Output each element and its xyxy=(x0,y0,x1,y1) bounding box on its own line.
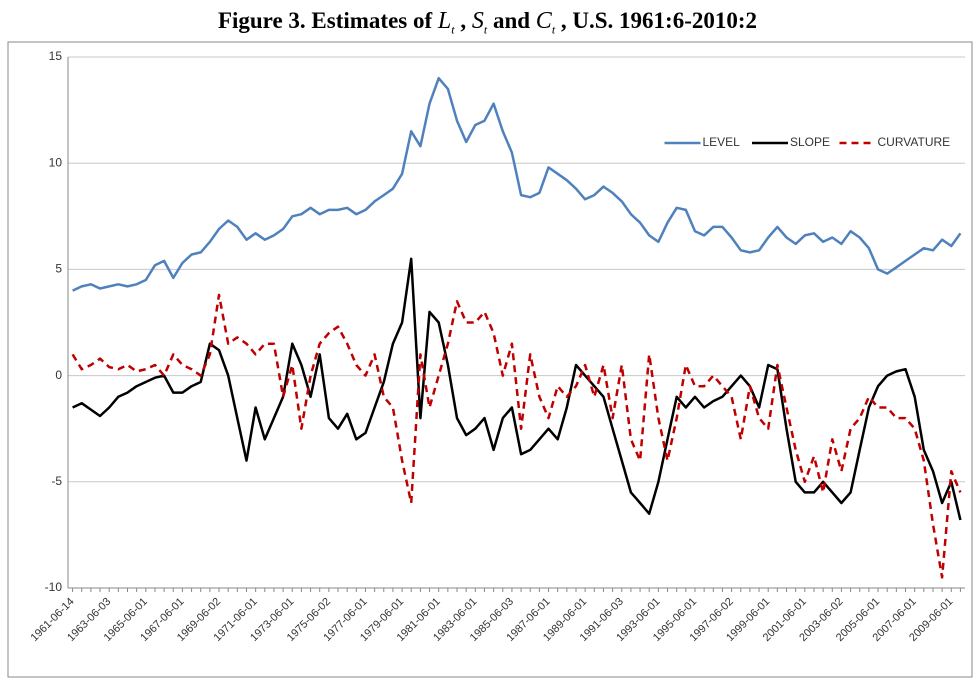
title-subscript: t xyxy=(551,22,556,37)
y-tick-label: -5 xyxy=(51,474,62,488)
chart-frame xyxy=(7,41,973,678)
line-series xyxy=(72,76,962,292)
chart-title: Figure 3. Estimates of Lt , St and Ct , … xyxy=(0,8,975,38)
line-series xyxy=(72,257,962,521)
title-subscript: t xyxy=(483,22,488,37)
legend-label: SLOPE xyxy=(790,135,830,149)
y-tick-label: -10 xyxy=(45,580,63,594)
line-series xyxy=(71,293,962,579)
y-tick-label: 0 xyxy=(55,368,62,382)
title-symbol: C xyxy=(535,8,552,34)
y-tick-label: 5 xyxy=(55,262,62,276)
title-text: , U.S. 1961:6-2010:2 xyxy=(560,8,758,33)
title-text: , xyxy=(460,8,467,33)
title-symbol: L xyxy=(437,8,452,34)
title-subscript: t xyxy=(451,22,455,37)
title-symbol: S xyxy=(471,8,484,34)
y-tick-label: 10 xyxy=(49,155,63,169)
legend-label: CURVATURE xyxy=(878,135,951,149)
legend-label: LEVEL xyxy=(703,135,741,149)
title-text: and xyxy=(492,8,531,33)
y-tick-label: 15 xyxy=(49,49,63,63)
title-text: Figure 3. Estimates of xyxy=(217,8,433,33)
